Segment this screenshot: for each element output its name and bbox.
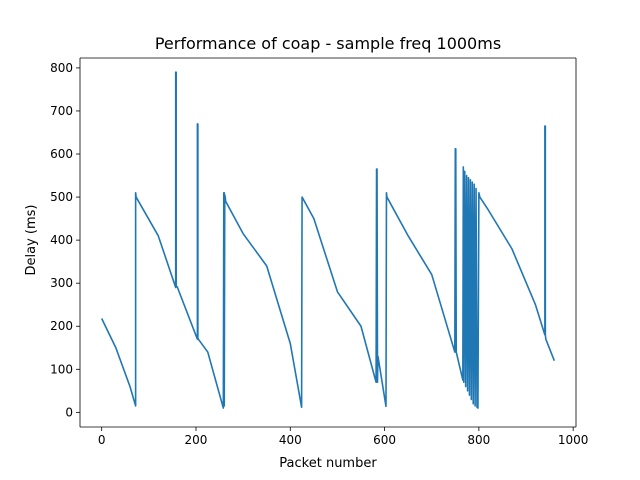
y-tick-label-300: 300 — [50, 276, 73, 290]
x-tick-label-0: 0 — [98, 433, 106, 447]
y-tick-label-0: 0 — [65, 405, 73, 419]
y-tick-label-800: 800 — [50, 61, 73, 75]
x-tick-label-400: 400 — [279, 433, 302, 447]
chart-title: Performance of coap - sample freq 1000ms — [155, 34, 501, 53]
x-tick-label-1000: 1000 — [558, 433, 589, 447]
series-line-0 — [100, 71, 556, 409]
y-tick-label-600: 600 — [50, 147, 73, 161]
y-axis-label: Delay (ms) — [24, 205, 39, 276]
y-tick-label-100: 100 — [50, 362, 73, 376]
y-tick-label-400: 400 — [50, 233, 73, 247]
y-tick-label-500: 500 — [50, 190, 73, 204]
y-tick-label-200: 200 — [50, 319, 73, 333]
plot-area: 0 200 400 600 800 1000 0 100 200 300 400 500 600 700 8… — [50, 57, 589, 447]
x-axis-label: Packet number — [279, 456, 377, 471]
x-tick-label-200: 200 — [185, 433, 208, 447]
x-tick-label-600: 600 — [373, 433, 396, 447]
y-tick-label-700: 700 — [50, 104, 73, 118]
x-tick-label-800: 800 — [467, 433, 490, 447]
